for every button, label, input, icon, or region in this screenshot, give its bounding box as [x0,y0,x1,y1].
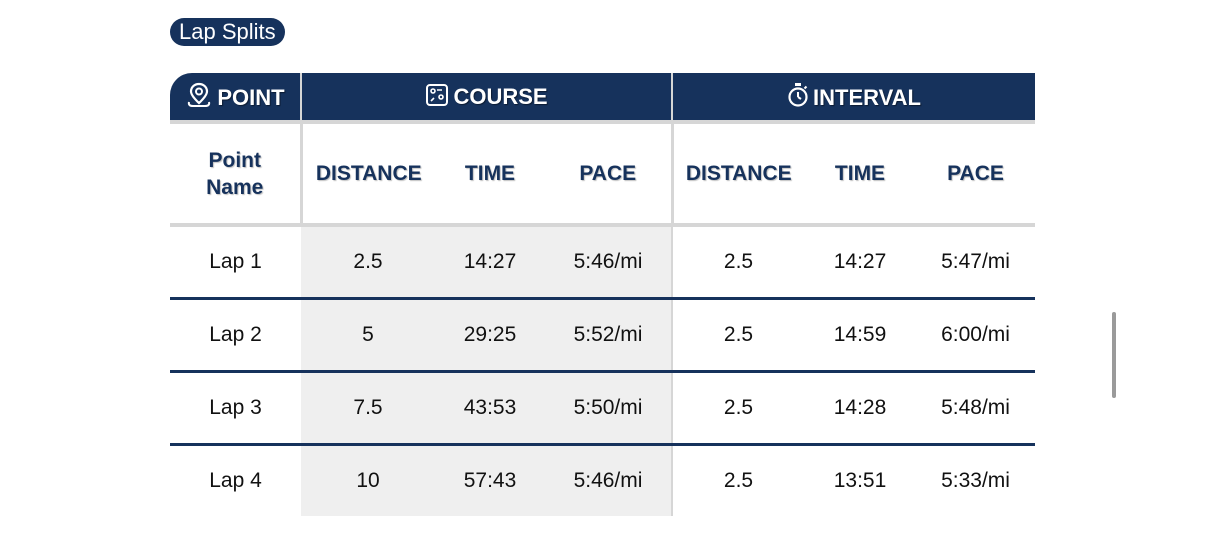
col-header-interval-pace: PACE [916,122,1035,225]
group-header-course: COURSE [301,73,672,122]
col-header-course-pace: PACE [545,122,672,225]
cell-course-distance: 10 [301,445,435,517]
table-row: Lap 4 10 57:43 5:46/mi 2.5 13:51 5:33/mi [170,445,1035,517]
cell-course-time: 43:53 [435,372,545,445]
group-header-point: POINT [170,73,301,122]
cell-course-time: 14:27 [435,225,545,299]
cell-interval-time: 13:51 [804,445,916,517]
cell-course-pace: 5:50/mi [545,372,672,445]
cell-interval-distance: 2.5 [672,372,804,445]
cell-point-name: Lap 2 [170,299,301,372]
col-header-interval-distance: DISTANCE [672,122,804,225]
cell-interval-pace: 5:47/mi [916,225,1035,299]
col-header-point-name: Point Name [170,122,301,225]
cell-course-pace: 5:46/mi [545,225,672,299]
stopwatch-icon [787,82,809,108]
group-header-course-label: COURSE [453,84,547,109]
cell-interval-distance: 2.5 [672,445,804,517]
cell-course-time: 57:43 [435,445,545,517]
cell-point-name: Lap 3 [170,372,301,445]
cell-course-distance: 2.5 [301,225,435,299]
cell-course-pace: 5:52/mi [545,299,672,372]
lap-splits-table: POINT COURSE [170,73,1035,516]
group-header-row: POINT COURSE [170,73,1035,122]
col-header-course-time: TIME [435,122,545,225]
cell-point-name: Lap 4 [170,445,301,517]
course-map-icon [425,83,449,107]
cell-interval-pace: 5:33/mi [916,445,1035,517]
group-header-interval-label: INTERVAL [813,85,921,110]
cell-course-time: 29:25 [435,299,545,372]
cell-course-distance: 7.5 [301,372,435,445]
cell-interval-distance: 2.5 [672,225,804,299]
cell-course-distance: 5 [301,299,435,372]
cell-interval-time: 14:28 [804,372,916,445]
table-row: Lap 2 5 29:25 5:52/mi 2.5 14:59 6:00/mi [170,299,1035,372]
table-row: Lap 3 7.5 43:53 5:50/mi 2.5 14:28 5:48/m… [170,372,1035,445]
cell-interval-distance: 2.5 [672,299,804,372]
table-row: Lap 1 2.5 14:27 5:46/mi 2.5 14:27 5:47/m… [170,225,1035,299]
cell-interval-time: 14:27 [804,225,916,299]
column-header-row: Point Name DISTANCE TIME PACE DISTANCE T… [170,122,1035,225]
col-header-interval-time: TIME [804,122,916,225]
cell-interval-pace: 5:48/mi [916,372,1035,445]
cell-point-name: Lap 1 [170,225,301,299]
lap-splits-title: Lap Splits [170,18,285,46]
cell-interval-pace: 6:00/mi [916,299,1035,372]
vertical-scrollbar[interactable] [1112,312,1116,398]
cell-course-pace: 5:46/mi [545,445,672,517]
group-header-interval: INTERVAL [672,73,1035,122]
cell-interval-time: 14:59 [804,299,916,372]
group-header-point-label: POINT [217,85,284,110]
map-pin-icon [185,82,213,108]
col-header-course-distance: DISTANCE [301,122,435,225]
